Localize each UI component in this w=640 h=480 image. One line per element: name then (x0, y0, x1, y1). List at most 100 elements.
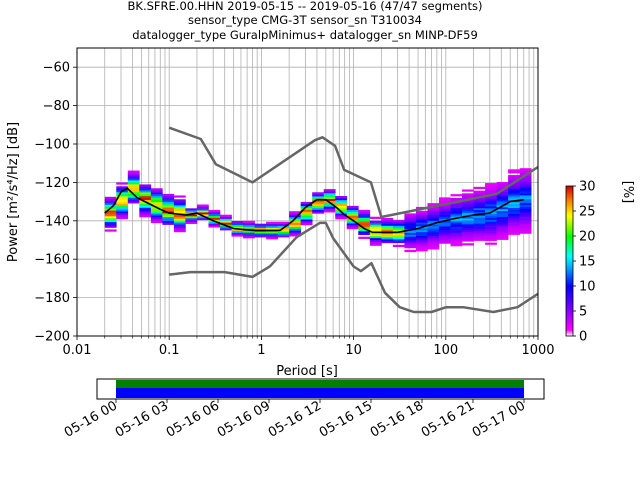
psd-cell (519, 170, 532, 173)
psd-cell (150, 207, 163, 210)
psd-cell (462, 202, 474, 206)
psd-cell (450, 194, 463, 197)
psd-cell (438, 205, 451, 208)
psd-cell (323, 198, 336, 201)
psd-cell (496, 222, 509, 225)
psd-cell (485, 232, 497, 236)
psd-cell (427, 206, 440, 210)
psd-cell (427, 208, 440, 212)
psd-cell (369, 226, 382, 229)
psd-cell (519, 216, 532, 219)
psd-cell (450, 232, 463, 235)
psd-cell (381, 237, 394, 240)
psd-cell (438, 216, 451, 219)
psd-cell (369, 224, 382, 227)
psd-cell (519, 191, 532, 194)
psd-cell (185, 214, 198, 217)
timeline-tick-label: 05-16 06 (164, 398, 222, 440)
psd-cell (496, 191, 509, 194)
psd-cell (358, 223, 371, 226)
psd-cell (485, 206, 497, 209)
psd-cell (450, 222, 463, 226)
psd-cell (162, 209, 175, 212)
psd-cell (508, 192, 520, 195)
psd-cell (404, 226, 417, 230)
psd-cell (231, 226, 244, 229)
timeline-tick-label: 05-16 18 (368, 398, 426, 440)
psd-cell (208, 217, 221, 220)
psd-cell (427, 216, 440, 219)
psd-cell (450, 230, 463, 233)
psd-cell (392, 219, 405, 223)
psd-cell (462, 200, 474, 204)
psd-cell (508, 186, 520, 189)
psd-cell (369, 239, 382, 242)
psd-cell (519, 197, 532, 200)
psd-cell (496, 218, 509, 221)
psd-cell (427, 230, 440, 233)
psd-cell (404, 238, 417, 241)
psd-cell (427, 228, 440, 231)
psd-cell (139, 190, 152, 193)
psd-cell (254, 227, 267, 230)
psd-cell (462, 225, 474, 229)
psd-cell (427, 203, 440, 206)
psd-cell (496, 230, 509, 233)
psd-cell (496, 203, 509, 206)
psd-cell (392, 225, 405, 228)
psd-cell (508, 188, 520, 191)
psd-cell (485, 242, 497, 245)
psd-cell (508, 219, 520, 222)
psd-cell (300, 219, 313, 222)
psd-cell (173, 203, 186, 206)
psd-cell (462, 212, 474, 215)
psd-cell (438, 233, 451, 237)
psd-cell (150, 194, 163, 197)
psd-cell (335, 195, 348, 199)
psd-cell (300, 211, 313, 214)
psd-cell (289, 232, 301, 235)
psd-cell (519, 221, 532, 225)
psd-cell (404, 219, 417, 222)
psd-cell (300, 223, 313, 226)
psd-cell (369, 235, 382, 239)
psd-cell (462, 229, 474, 233)
psd-cell (289, 230, 301, 233)
psd-cell (485, 238, 497, 241)
psd-cell (519, 229, 532, 232)
psd-cell (139, 192, 152, 195)
psd-cell (277, 231, 290, 234)
psd-cell (289, 222, 301, 225)
psd-cell (162, 207, 175, 210)
psd-cell (415, 237, 428, 240)
psd-cell (104, 204, 117, 207)
psd-cell (289, 224, 301, 227)
psd-cell (519, 175, 532, 179)
psd-cell (404, 242, 417, 245)
y-tick-label: −160 (34, 253, 70, 268)
psd-cell (485, 183, 497, 186)
psd-cell (346, 215, 359, 218)
psd-cell (139, 203, 152, 206)
psd-cell (116, 193, 129, 197)
axis-ticks: 0.01 0.1 1 10 100 1000 −60 −80 −100 −120 −140 −160 −… (34, 61, 554, 358)
psd-cell (127, 174, 140, 177)
psd-cell (139, 184, 152, 187)
psd-cell (462, 224, 474, 227)
psd-cell (358, 209, 371, 213)
psd-cell (473, 219, 486, 222)
psd-cell (392, 227, 405, 230)
psd-cell (323, 191, 336, 194)
colorbar-tick-label: 10 (579, 280, 596, 295)
psd-cell (196, 210, 209, 213)
psd-cell (519, 181, 532, 184)
psd-cell (346, 221, 359, 224)
psd-cell (220, 222, 232, 225)
y-tick-label: −100 (34, 138, 70, 153)
psd-cell (150, 190, 163, 193)
psd-cell (496, 201, 509, 204)
psd-cell (162, 213, 175, 216)
psd-cell (462, 220, 474, 223)
psd-cell (116, 211, 129, 214)
psd-cell (519, 198, 532, 202)
